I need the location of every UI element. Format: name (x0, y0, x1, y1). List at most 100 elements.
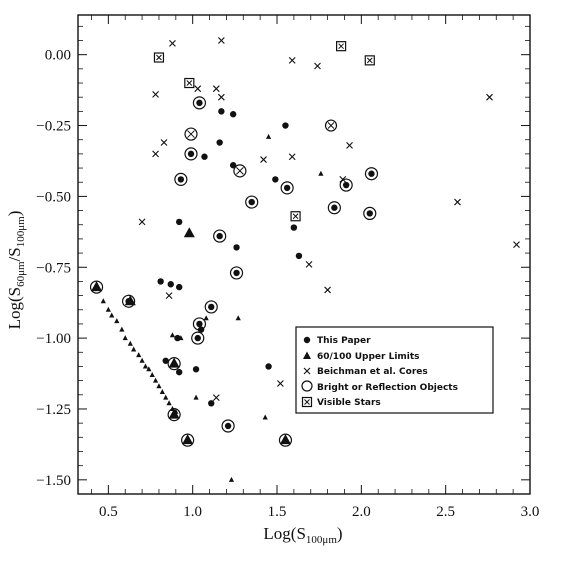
upper-limit-marker (228, 476, 235, 482)
upper-limit-marker (235, 315, 241, 321)
x-tick-label: 1.0 (183, 504, 202, 520)
legend-box (295, 326, 494, 414)
core-marker (305, 261, 313, 268)
x-tick-label: 3.0 (521, 504, 540, 520)
core-marker (217, 93, 225, 101)
legend-label-this-paper: This Paper (317, 336, 371, 346)
bright-object-marker (364, 167, 379, 181)
legend-label-beichman-cores: Beichman et al. Cores (317, 367, 428, 377)
this-paper-marker (233, 269, 240, 277)
core-marker (276, 380, 284, 387)
visible-star-marker (366, 57, 373, 64)
upper-limit-marker (178, 335, 184, 341)
bright-object-marker (236, 167, 244, 175)
plot-frame (77, 14, 531, 495)
data-markers (89, 37, 520, 482)
visible-star-marker (338, 43, 344, 50)
upper-limit-marker (182, 434, 194, 445)
this-paper-marker (366, 210, 373, 217)
legend-markers (301, 336, 313, 408)
upper-limit-marker (203, 315, 209, 321)
this-paper-marker (224, 422, 232, 430)
upper-limit-marker (122, 335, 128, 341)
this-paper-marker (272, 176, 279, 183)
this-paper-marker (265, 363, 272, 370)
upper-limit-marker (119, 326, 125, 332)
core-marker (152, 90, 159, 98)
y-tick-label: −1.50 (36, 473, 71, 489)
legend: This Paper 60/100 Upper Limits Beichman … (295, 326, 494, 414)
this-paper-marker (175, 283, 183, 291)
bright-object-marker (213, 229, 227, 243)
this-paper-marker (216, 139, 223, 146)
upper-limit-marker (131, 346, 137, 352)
upper-limit-marker (265, 133, 272, 139)
this-paper-marker (248, 198, 255, 206)
bright-object-marker (280, 181, 294, 195)
this-paper-marker (331, 204, 338, 211)
this-paper-marker (303, 336, 311, 344)
bright-object-marker (278, 433, 293, 447)
bright-object-marker (339, 178, 353, 192)
bright-object-marker (167, 357, 181, 371)
x-axis-ticks: 0.5 1.0 1.5 2.0 2.5 3.0 (91, 15, 539, 520)
x-tick-label: 2.0 (352, 504, 371, 520)
upper-limit-marker (156, 383, 162, 389)
bright-object-marker (363, 206, 377, 221)
bright-object-marker (89, 280, 104, 294)
upper-limit-marker (127, 340, 133, 346)
upper-limit-marker (100, 298, 106, 304)
bright-object-marker (187, 130, 195, 138)
visible-star-marker (292, 213, 299, 220)
this-paper-marker (162, 357, 169, 364)
y-axis-label: Log(S60μm/S100μm) (5, 211, 27, 330)
visible-star-marker (186, 80, 193, 86)
bright-object-marker (181, 433, 195, 447)
y-tick-label: −0.75 (36, 260, 71, 276)
this-paper-marker (218, 108, 225, 115)
bright-object-marker (221, 419, 235, 433)
upper-limit-marker (159, 388, 165, 394)
this-paper-marker (290, 224, 298, 231)
core-marker (169, 39, 176, 47)
x-tick-label: 2.5 (436, 504, 455, 520)
upper-limit-marker (142, 363, 149, 369)
core-marker (314, 62, 321, 70)
y-tick-label: −0.50 (36, 189, 71, 205)
visible-star-marker (304, 399, 310, 405)
this-paper-marker (342, 181, 350, 189)
core-marker (217, 37, 225, 44)
this-paper-marker (368, 170, 375, 177)
this-paper-marker (196, 99, 203, 107)
bright-object-marker (184, 147, 198, 161)
this-paper-marker (167, 281, 174, 288)
bright-object-marker (167, 408, 181, 422)
bright-object-marker (204, 300, 218, 314)
bright-object-marker (174, 172, 188, 186)
upper-limit-marker (149, 371, 155, 377)
core-marker (212, 85, 220, 93)
core-marker (152, 150, 159, 158)
upper-limit-marker (91, 281, 103, 292)
core-marker (138, 218, 146, 226)
upper-limit-marker (109, 312, 115, 318)
core-marker (303, 367, 311, 375)
this-paper-marker (196, 320, 203, 328)
this-paper-marker (157, 278, 164, 285)
visible-star-marker (153, 52, 165, 63)
core-marker (454, 198, 461, 206)
upper-limit-marker (146, 366, 152, 372)
core-marker (194, 85, 202, 93)
y-tick-label: −1.25 (36, 402, 71, 418)
legend-label-upper-limits: 60/100 Upper Limits (317, 352, 420, 362)
this-paper-marker (295, 252, 303, 260)
this-paper-marker (175, 218, 183, 226)
upper-limit-marker (163, 394, 169, 400)
this-paper-marker (177, 176, 185, 183)
core-marker (513, 241, 520, 248)
core-marker (165, 292, 173, 299)
core-marker (288, 153, 296, 161)
y-axis-ticks: 0.00 −0.25 −0.50 −0.75 −1.00 −1.25 −1.50 (36, 25, 530, 489)
